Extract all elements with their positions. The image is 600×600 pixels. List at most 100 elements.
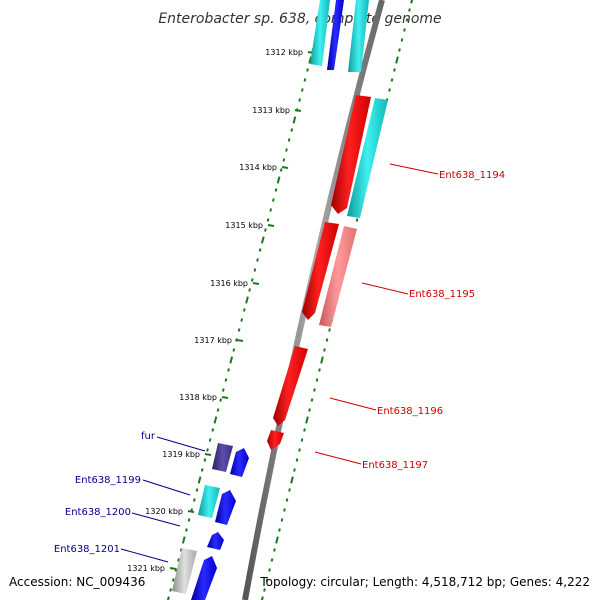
gene-label[interactable]: Ent638_1197 [362, 460, 428, 471]
ring-tick [200, 468, 204, 472]
ring-tick [270, 558, 274, 562]
ring-tick [253, 268, 257, 272]
ring-tick [313, 388, 316, 392]
ring-tick [227, 368, 230, 372]
gene-feature[interactable] [347, 98, 388, 218]
ring-tick [268, 568, 271, 572]
gene-feature[interactable] [327, 0, 344, 70]
ring-tick [211, 428, 215, 432]
ring-tick [232, 348, 236, 352]
tick-label: 1321 kbp [127, 564, 165, 573]
ring-tick [240, 318, 244, 322]
gene-label[interactable]: Ent638_1200 [65, 507, 131, 518]
gene-feature[interactable] [319, 226, 357, 327]
gene-labels: Ent638_1194 Ent638_1195 Ent638_1196 Ent6… [54, 170, 505, 555]
ring-tick [285, 498, 289, 502]
ring-tick [355, 218, 359, 222]
ring-tick [264, 228, 267, 232]
ring-tick [266, 218, 270, 222]
ring-tick [216, 408, 220, 412]
ring-tick [192, 498, 196, 502]
map-title: Enterobacter sp. 638, complete genome [158, 11, 441, 27]
ring-tick [288, 488, 291, 492]
ring-tick [171, 578, 175, 582]
gene-feature[interactable] [212, 443, 233, 472]
ring-tick [310, 398, 314, 402]
gene-feature[interactable] [191, 556, 217, 600]
ring-tick [278, 528, 281, 532]
ring-tick [275, 536, 279, 544]
ring-tick [285, 148, 288, 152]
ring-tick [400, 38, 404, 42]
ring-tick [287, 138, 291, 142]
ring-tick [325, 338, 329, 342]
tick-label: 1315 kbp [225, 221, 263, 230]
ring-tick [219, 398, 223, 402]
ring-tick [303, 78, 307, 82]
gene-feature[interactable] [348, 0, 369, 72]
ring-tick [308, 408, 311, 412]
ring-tick [398, 48, 401, 52]
ring-tick [295, 458, 299, 462]
gene-feature[interactable] [172, 548, 197, 594]
ring-tick [181, 536, 186, 544]
gene-feature[interactable] [215, 490, 236, 525]
ring-tick [315, 378, 319, 382]
gene-label[interactable]: Ent638_1195 [409, 289, 475, 300]
ring-tick [292, 116, 297, 124]
ring-tick [195, 488, 199, 492]
ring-tick [269, 208, 273, 212]
ring-tick [235, 338, 238, 342]
ring-tick [273, 548, 276, 552]
ring-tick [248, 288, 251, 292]
ring-tick [187, 518, 191, 522]
gene-feature[interactable] [267, 430, 284, 450]
tick-label: 1318 kbp [179, 393, 217, 402]
ring-tick [263, 588, 266, 592]
tick-label: 1313 kbp [252, 106, 290, 115]
ring-tick [229, 356, 234, 364]
ring-tick [208, 438, 212, 442]
gene-label-leaders [120, 163, 439, 563]
gene-feature[interactable] [207, 532, 224, 550]
topology-text: Topology: circular; Length: 4,518,712 bp… [259, 575, 590, 589]
ring-tick [403, 28, 406, 32]
tick-label: 1314 kbp [239, 163, 277, 172]
ring-tick [290, 128, 294, 132]
ring-tick [390, 78, 394, 82]
ring-tick [280, 518, 284, 522]
gene-label[interactable]: Ent638_1194 [439, 170, 505, 181]
gene-feature[interactable] [302, 222, 339, 320]
ring-tick [298, 98, 302, 102]
ring-tick [405, 18, 409, 22]
gene-feature[interactable] [273, 346, 308, 426]
tick-mark [221, 396, 229, 399]
ring-tick [265, 578, 269, 582]
ring-tick [274, 188, 278, 192]
ring-tick [320, 356, 324, 364]
gene-features [172, 0, 388, 600]
gene-label[interactable]: Ent638_1199 [75, 475, 141, 486]
gene-label[interactable]: Ent638_1201 [54, 544, 120, 555]
ring-tick [206, 448, 209, 452]
gene-feature[interactable] [310, 0, 330, 66]
ring-tick [258, 248, 262, 252]
gene-feature[interactable] [198, 485, 220, 518]
ring-tick [293, 468, 296, 472]
ring-tick [271, 198, 275, 202]
gene-feature[interactable] [331, 95, 371, 214]
ring-tick [245, 296, 249, 304]
tick-mark [252, 282, 260, 285]
scale-tick-labels: 1312 kbp 1313 kbp 1314 kbp 1315 kbp 1316 kbp… [127, 48, 315, 573]
ring-tick [318, 368, 321, 372]
ring-tick [203, 458, 207, 462]
ring-tick [179, 548, 183, 552]
gene-label[interactable]: fur [141, 431, 156, 442]
gene-feature[interactable] [230, 448, 249, 477]
outer-dotted-ring [166, 0, 328, 600]
tick-label: 1316 kbp [210, 279, 248, 288]
ring-tick [323, 348, 326, 352]
ring-tick [393, 68, 396, 72]
gene-label[interactable]: Ent638_1196 [377, 406, 443, 417]
